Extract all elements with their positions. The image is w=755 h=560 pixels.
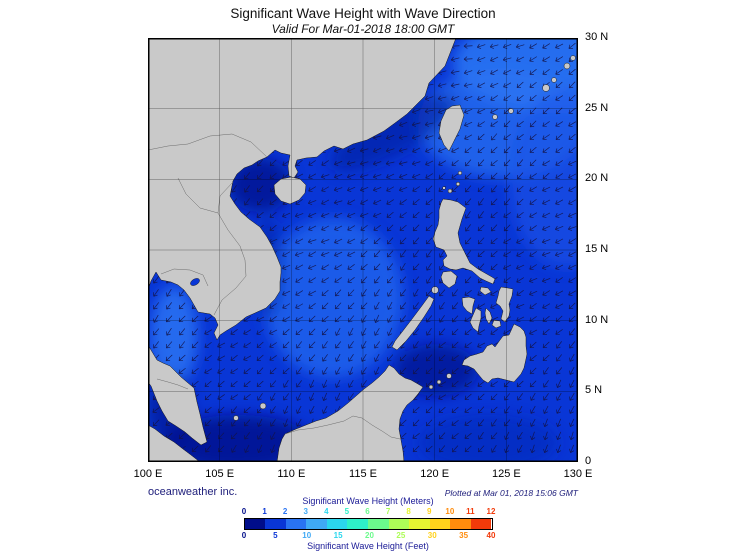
meters-tick-label: 3 (303, 507, 308, 516)
island-ryukyu (542, 84, 550, 92)
legend-title-meters: Significant Wave Height (Meters) (302, 496, 434, 506)
meters-tick-label: 5 (344, 507, 350, 516)
feet-tick-label: 35 (459, 531, 469, 540)
lon-label: 110 E (277, 468, 306, 480)
land-mindanao (461, 323, 528, 384)
land-sumatra (148, 424, 201, 462)
feet-tick-label: 0 (241, 531, 247, 540)
island-babuyan (447, 188, 453, 194)
legend-meters-ticks: 0 1 2 3 4 5 6 7 8 9 10 11 12 (241, 507, 496, 517)
lon-label: 100 E (133, 468, 163, 480)
legend-colorbar (243, 518, 493, 530)
lat-label: 20 N (585, 172, 609, 185)
lat-label: 0 (585, 455, 592, 467)
island-babuyan (442, 186, 446, 190)
island-sulu (446, 373, 452, 379)
meters-tick-label: 7 (385, 507, 391, 516)
island-natuna (259, 402, 267, 410)
land-masbate (479, 286, 492, 296)
lon-label: 120 E (420, 468, 450, 480)
island-sulu (436, 379, 442, 385)
colorbar-segment (265, 519, 286, 529)
colorbar-segment (244, 519, 266, 529)
meters-tick-label: 9 (427, 507, 432, 516)
lat-label: 30 N (585, 31, 609, 43)
land-negros (469, 307, 482, 333)
colorbar-segment (429, 519, 451, 529)
feet-tick-label: 10 (302, 531, 312, 540)
lake-tonle-sap (190, 278, 200, 286)
land-cebu (484, 307, 493, 325)
lat-label: 10 N (585, 313, 609, 326)
colorbar-segment (470, 519, 492, 529)
feet-tick-label: 30 (427, 531, 437, 540)
feet-tick-label: 40 (486, 531, 496, 540)
feet-tick-label: 20 (365, 531, 374, 540)
lon-label: 130 E (563, 468, 593, 480)
chart-subtitle: Valid For Mar-01-2018 18:00 GMT (271, 22, 455, 36)
country-borders (148, 133, 401, 440)
meters-tick-label: 11 (466, 507, 475, 516)
island-ryukyu (492, 114, 498, 120)
lon-label: 105 E (205, 468, 235, 480)
island-ryukyu (551, 77, 557, 83)
lat-label: 25 N (585, 101, 609, 114)
map-svg (148, 38, 578, 462)
island-ryukyu (563, 62, 571, 70)
legend-feet-ticks: 0 5 10 15 20 25 30 35 40 (241, 531, 496, 541)
plotted-timestamp: Plotted at Mar 01, 2018 15:06 GMT (444, 488, 578, 498)
colorbar-segment (450, 519, 471, 529)
land-malay-peninsula (148, 344, 208, 446)
land-hainan (273, 176, 307, 205)
lon-label: 115 E (349, 468, 377, 480)
land-mainland-asia (148, 38, 457, 341)
meters-tick-label: 8 (406, 507, 411, 516)
island-ryukyu (508, 108, 514, 114)
meters-tick-label: 4 (324, 507, 329, 516)
meters-tick-label: 12 (486, 507, 496, 516)
lat-label: 15 N (585, 243, 609, 255)
colorbar-segment (388, 519, 410, 529)
land-palawan (391, 295, 435, 351)
colorbar-segment (306, 519, 327, 529)
feet-tick-label: 25 (396, 531, 406, 540)
meters-tick-label: 6 (365, 507, 370, 516)
colorbar-segment (326, 519, 348, 529)
land-samar (495, 286, 514, 323)
feet-tick-label: 5 (273, 531, 278, 540)
meters-tick-label: 0 (241, 507, 247, 516)
land-taiwan (438, 104, 465, 152)
island-batanes (455, 181, 461, 187)
island-sulu (428, 384, 434, 390)
land-panay (461, 296, 476, 315)
longitude-axis: 100 E 105 E 110 E 115 E 120 E 125 E 130 E (0, 468, 755, 484)
lat-label: 5 N (585, 384, 603, 397)
meters-tick-label: 10 (445, 507, 455, 516)
land-mindoro (440, 270, 458, 289)
meters-tick-label: 2 (282, 507, 288, 516)
graticule-grid (148, 38, 578, 462)
island-batanes (457, 170, 463, 176)
colorbar-segment (347, 519, 368, 529)
meters-tick-label: 1 (262, 507, 267, 516)
feet-tick-label: 15 (333, 531, 343, 540)
oceanweather-credit: oceanweather inc. (148, 486, 238, 498)
land-borneo (276, 364, 424, 462)
chart-title: Significant Wave Height with Wave Direct… (230, 6, 496, 21)
latitude-axis: 30 N 25 N 20 N 15 N 10 N 5 N 0 (585, 0, 645, 560)
colorbar-segment (285, 519, 307, 529)
legend-title-feet: Significant Wave Height (Feet) (307, 541, 429, 551)
island-anambas (233, 415, 239, 421)
lon-label: 125 E (491, 468, 521, 480)
map-border-frame (148, 38, 578, 462)
land-masses (148, 38, 576, 462)
map-frame (148, 38, 578, 462)
colorbar-segment (409, 519, 430, 529)
colorbar-segment (367, 519, 389, 529)
title-block: Significant Wave Height with Wave Direct… (148, 6, 578, 36)
island-ryukyu (570, 55, 576, 61)
